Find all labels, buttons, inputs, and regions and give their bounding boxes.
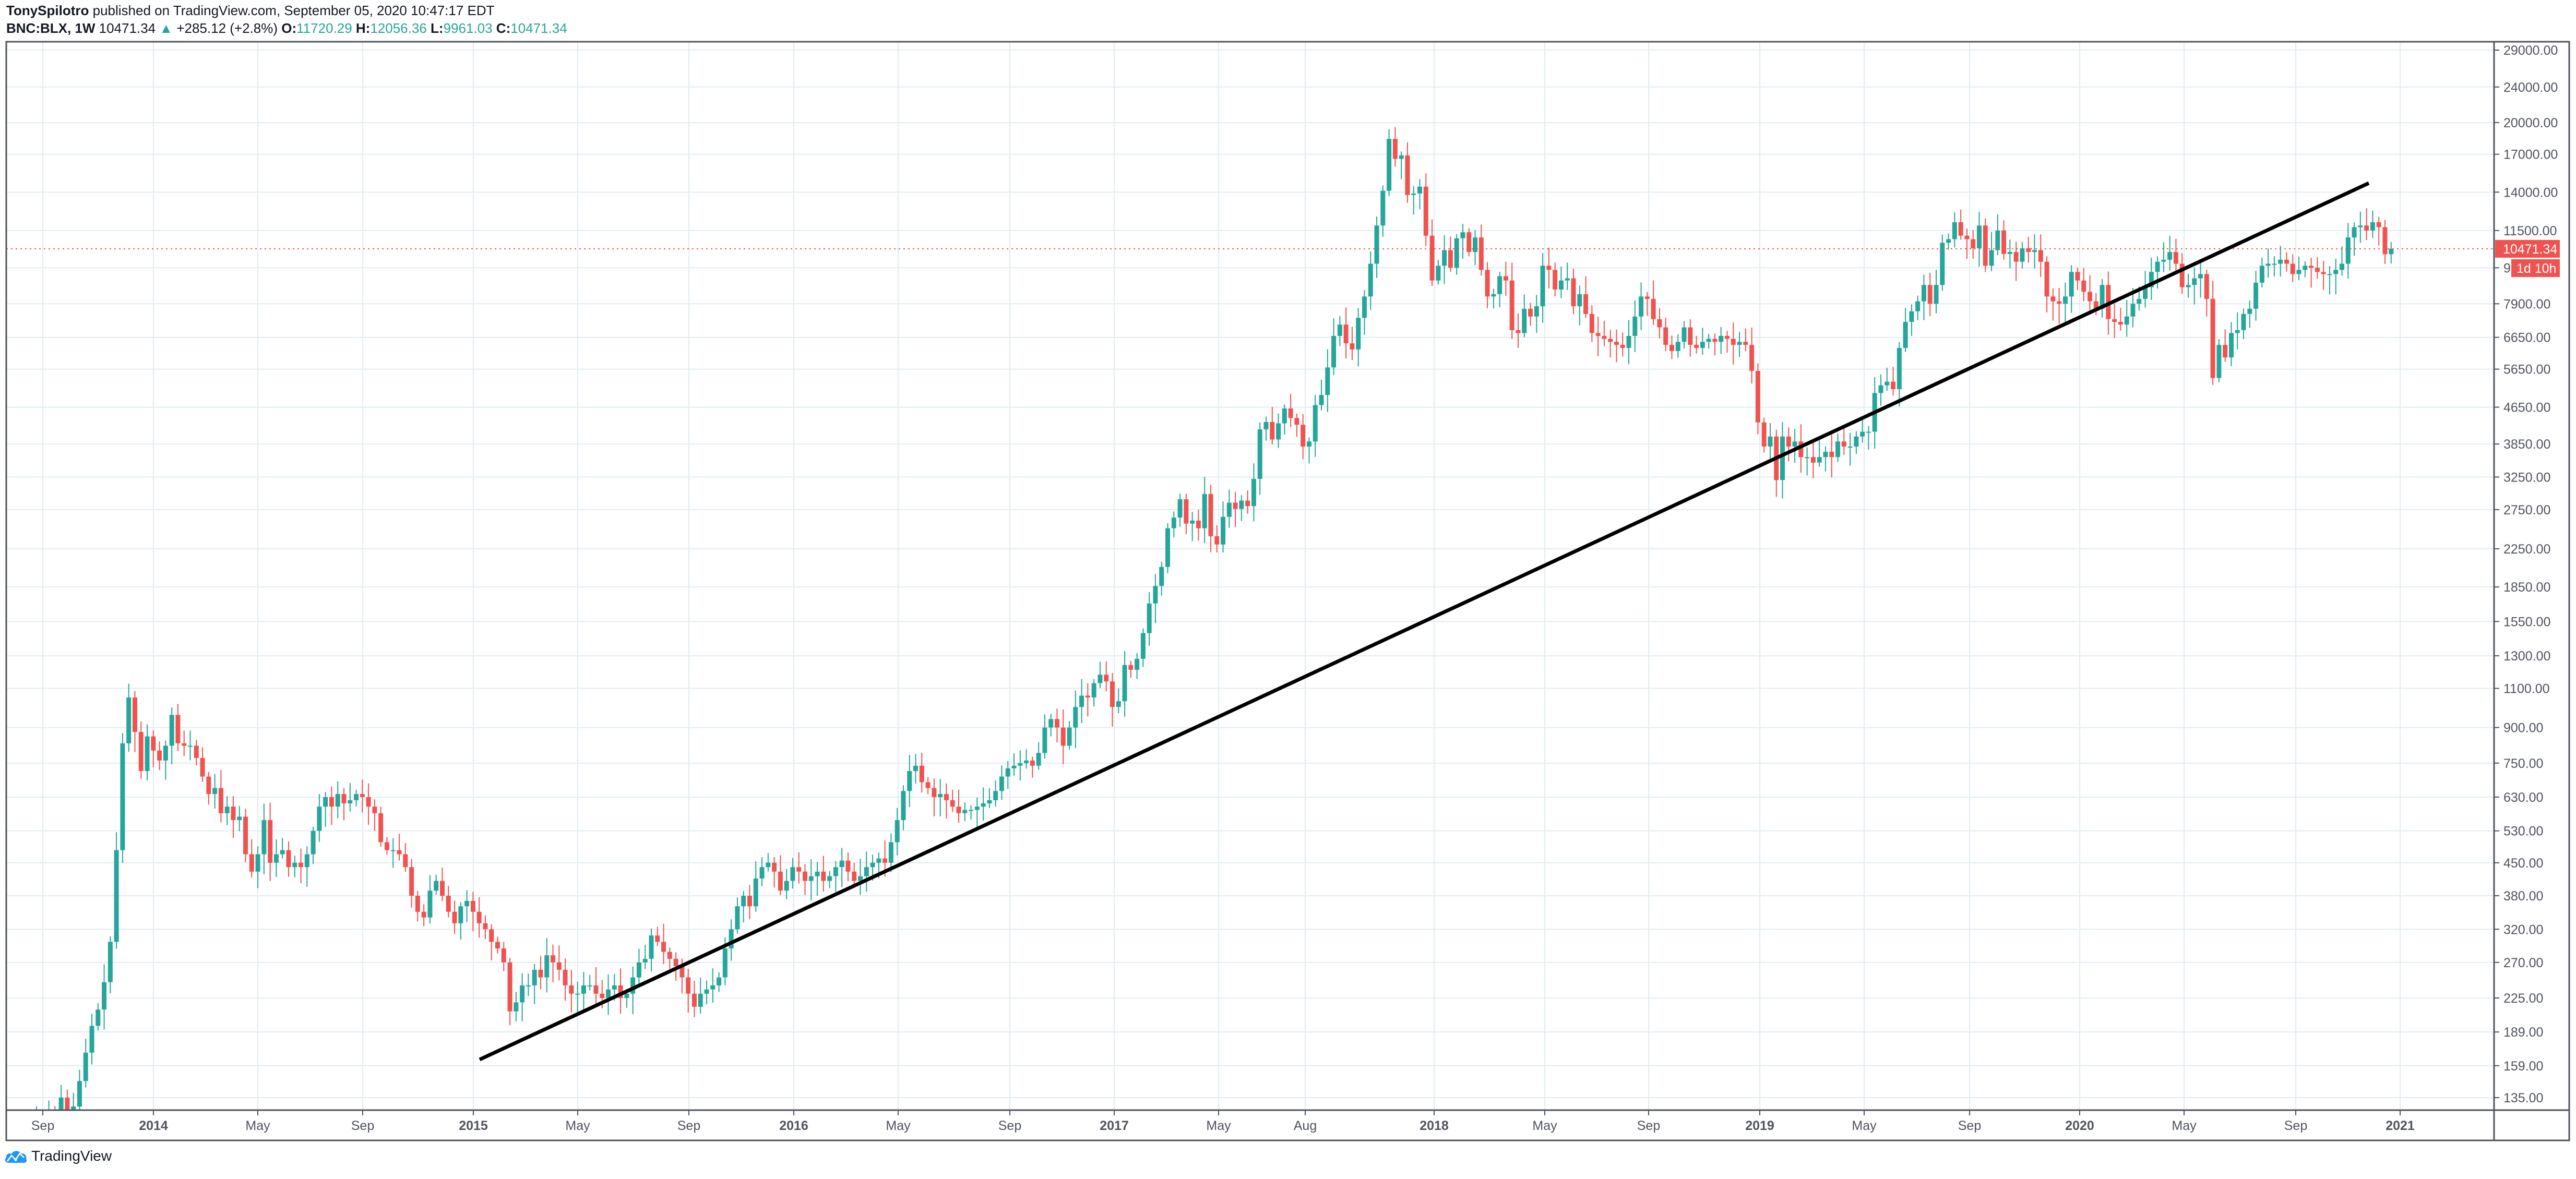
current-price-tag: 10471.34 1d 10h (2495, 239, 2560, 277)
price-tick-label: 20000.00 (2503, 116, 2558, 130)
grid-lines (6, 42, 2494, 1110)
high-value: 12056.36 (370, 20, 427, 36)
ohlc-legend: BNC:BLX, 1W 10471.34 ▲ +285.12 (+2.8%) O… (6, 20, 567, 37)
price-tick-label: 450.00 (2503, 856, 2543, 871)
price-tick-label: 11500.00 (2503, 224, 2557, 238)
tradingview-logo[interactable]: TradingView (4, 1148, 112, 1164)
low-label: L: (431, 20, 444, 36)
time-tick-label: Sep (998, 1118, 1021, 1133)
price-tick-label: 29000.00 (2503, 43, 2558, 58)
current-price-label: 10471.34 (2503, 242, 2557, 257)
published-text: published on TradingView.com, September … (92, 3, 495, 18)
tradingview-cloud-icon (5, 1151, 27, 1163)
price-tick-label: 24000.00 (2503, 80, 2558, 95)
time-tick-label: Sep (351, 1118, 374, 1133)
price-tick-label: 17000.00 (2503, 148, 2558, 162)
time-tick-label: 2020 (2065, 1118, 2094, 1133)
time-tick-label: May (565, 1118, 590, 1133)
price-tick-label: 530.00 (2503, 824, 2543, 839)
price-tick-label: 4650.00 (2503, 400, 2550, 415)
time-tick-label: 2015 (459, 1118, 488, 1133)
time-tick-label: 2021 (2386, 1118, 2415, 1133)
price-tick-label: 3250.00 (2503, 470, 2550, 485)
high-label: H: (355, 20, 371, 36)
price-tick-label: 1850.00 (2503, 580, 2550, 595)
time-tick-label: 2016 (779, 1118, 808, 1133)
publish-line: TonySpilotro published on TradingView.co… (6, 2, 495, 19)
price-tick-label: 7900.00 (2503, 297, 2550, 311)
price-tick-label: 1300.00 (2503, 649, 2550, 664)
price-tick-label: 750.00 (2503, 756, 2543, 771)
time-axis[interactable]: Sep 2014 May Sep 2015 May Sep 2016 May Sep 2017 May… (31, 1110, 2415, 1133)
price-tick-label: 1550.00 (2503, 615, 2550, 629)
candle-series (36, 127, 2394, 1110)
time-tick-label: May (245, 1118, 270, 1133)
price-change: +285.12 (+2.8%) (176, 20, 278, 36)
time-tick-label: May (2172, 1118, 2197, 1133)
close-label: C: (496, 20, 511, 36)
symbol-label[interactable]: BNC:BLX, 1W (6, 20, 96, 36)
bar-countdown-label: 1d 10h (2517, 261, 2556, 276)
open-label: O: (281, 20, 297, 36)
time-tick-label: Aug (1294, 1118, 1317, 1133)
price-tick-label: 189.00 (2503, 1025, 2543, 1040)
trendline-drawing[interactable] (479, 181, 2370, 1062)
chart-frame (5, 41, 2570, 1141)
price-tick-label: 159.00 (2503, 1059, 2543, 1074)
author-name[interactable]: TonySpilotro (6, 3, 89, 18)
price-tick-label: 3850.00 (2503, 437, 2550, 452)
last-price: 10471.34 (99, 20, 156, 36)
price-tick-label: 320.00 (2503, 922, 2543, 937)
time-tick-label: 2014 (139, 1118, 168, 1133)
time-tick-label: Sep (2284, 1118, 2307, 1133)
time-tick-label: May (1852, 1118, 1877, 1133)
time-tick-label: May (886, 1118, 911, 1133)
price-tick-label: 630.00 (2503, 790, 2543, 805)
price-tick-label: 225.00 (2503, 991, 2543, 1006)
price-tick-label: 2750.00 (2503, 503, 2550, 518)
up-arrow-icon: ▲ (159, 20, 173, 36)
time-tick-label: Sep (677, 1118, 700, 1133)
tradingview-brand: TradingView (31, 1148, 112, 1164)
time-tick-label: 2018 (1420, 1118, 1449, 1133)
time-tick-label: Sep (1958, 1118, 1981, 1133)
price-tick-label: 380.00 (2503, 889, 2543, 904)
time-tick-label: 2019 (1745, 1118, 1774, 1133)
price-axis[interactable]: 29000.00 24000.00 20000.00 17000.00 14000.00… (2494, 43, 2558, 1105)
time-tick-label: May (1532, 1118, 1557, 1133)
price-tick-label: 270.00 (2503, 956, 2543, 970)
price-tick-label: 14000.00 (2503, 185, 2558, 200)
price-tick-label: 135.00 (2503, 1091, 2543, 1105)
price-tick-label: 1100.00 (2503, 682, 2550, 696)
price-tick-label: 5650.00 (2503, 363, 2550, 377)
price-tick-label: 2250.00 (2503, 542, 2550, 557)
time-tick-label: May (1206, 1118, 1231, 1133)
price-tick-label: 900.00 (2503, 721, 2543, 736)
time-tick-label: Sep (1637, 1118, 1660, 1133)
open-value: 11720.29 (296, 20, 352, 36)
time-tick-label: Sep (31, 1118, 54, 1133)
low-value: 9961.03 (443, 20, 493, 36)
price-tick-label: 6650.00 (2503, 331, 2550, 345)
time-tick-label: 2017 (1100, 1118, 1129, 1133)
close-value: 10471.34 (510, 20, 567, 36)
